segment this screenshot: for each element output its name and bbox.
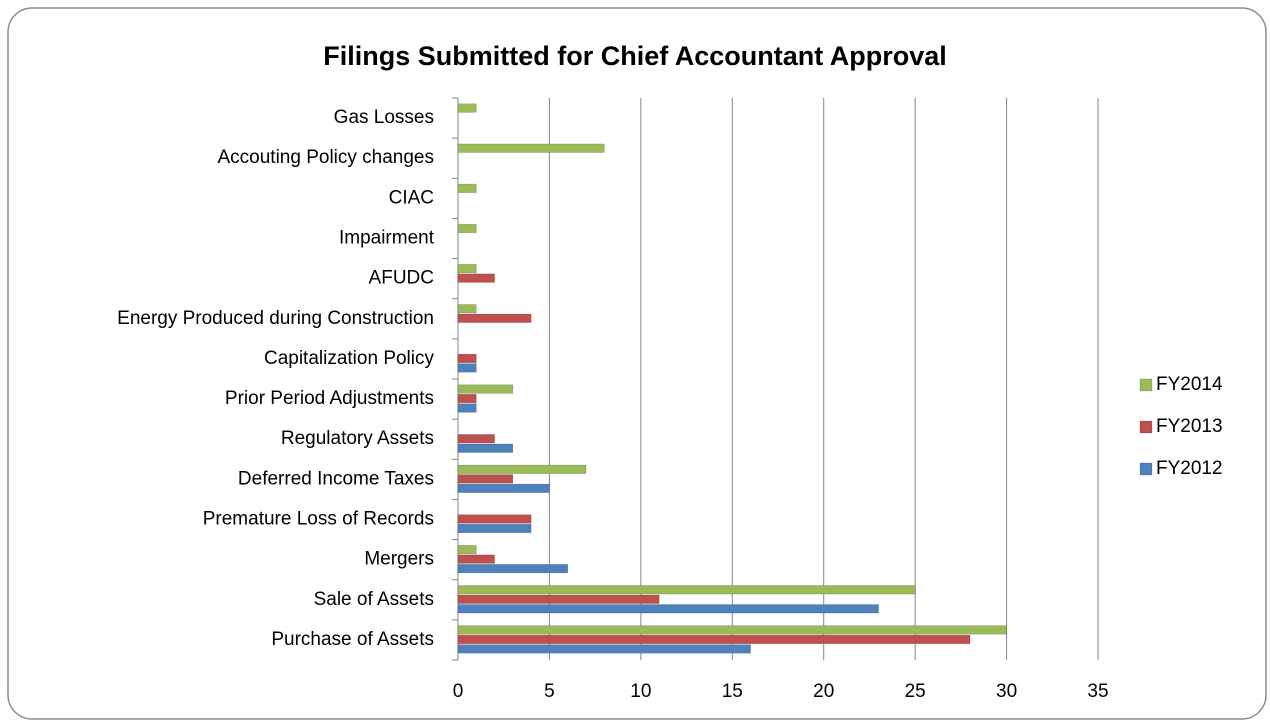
bar <box>457 403 477 413</box>
bar <box>457 353 477 363</box>
y-tick-label: Premature Loss of Records <box>203 509 434 530</box>
bar <box>457 514 532 524</box>
y-tick-label: Regulatory Assets <box>281 428 434 449</box>
bar <box>457 483 550 493</box>
y-tick-label: Deferred Income Taxes <box>238 468 434 489</box>
legend-swatch <box>1139 378 1153 392</box>
y-tick-label: AFUDC <box>369 268 434 289</box>
x-tick-label: 20 <box>813 681 834 702</box>
x-tick-label: 0 <box>453 681 464 702</box>
bar <box>457 564 569 574</box>
bar <box>457 264 477 274</box>
bar <box>457 594 660 604</box>
y-tick-label: Gas Losses <box>334 107 434 128</box>
bar <box>457 273 495 283</box>
chart-border <box>7 7 1267 720</box>
y-tick-label: CIAC <box>389 187 434 208</box>
bar <box>457 304 477 314</box>
y-tick-label: Accouting Policy changes <box>217 147 434 168</box>
x-tick-label: 30 <box>996 681 1017 702</box>
bar <box>457 523 532 534</box>
bar <box>457 384 514 394</box>
y-tick-label: Purchase of Assets <box>271 629 434 650</box>
bar <box>457 223 477 234</box>
chart-title: Filings Submitted for Chief Accountant A… <box>323 41 947 71</box>
bar <box>457 394 477 404</box>
bar <box>457 434 495 444</box>
bar <box>457 464 587 474</box>
bar <box>457 604 879 614</box>
x-tick-label: 25 <box>905 681 926 702</box>
bar <box>457 103 477 113</box>
legend-label: FY2014 <box>1156 374 1223 395</box>
bar <box>457 363 477 373</box>
x-tick-label: 15 <box>722 681 743 702</box>
bar <box>457 585 916 595</box>
y-tick-label: Impairment <box>339 228 435 249</box>
x-tick-label: 5 <box>544 681 555 702</box>
y-tick-label: Sale of Assets <box>314 589 434 610</box>
bar <box>457 313 532 323</box>
legend-label: FY2012 <box>1156 458 1223 479</box>
bar <box>457 634 971 644</box>
bar <box>457 545 477 555</box>
bar <box>457 625 1007 635</box>
bar <box>457 474 514 484</box>
bar <box>457 183 477 193</box>
y-tick-label: Mergers <box>364 549 434 570</box>
y-tick-label: Prior Period Adjustments <box>225 388 434 409</box>
legend-swatch <box>1139 462 1153 476</box>
y-tick-label: Energy Produced during Construction <box>117 308 434 329</box>
bar <box>457 443 514 453</box>
legend-swatch <box>1139 420 1153 434</box>
bar <box>457 644 751 654</box>
x-tick-label: 35 <box>1087 681 1108 702</box>
bar <box>457 554 495 564</box>
x-tick-label: 10 <box>630 681 651 702</box>
y-tick-label: Capitalization Policy <box>264 348 435 369</box>
legend-label: FY2013 <box>1156 416 1223 437</box>
bar <box>457 143 605 153</box>
